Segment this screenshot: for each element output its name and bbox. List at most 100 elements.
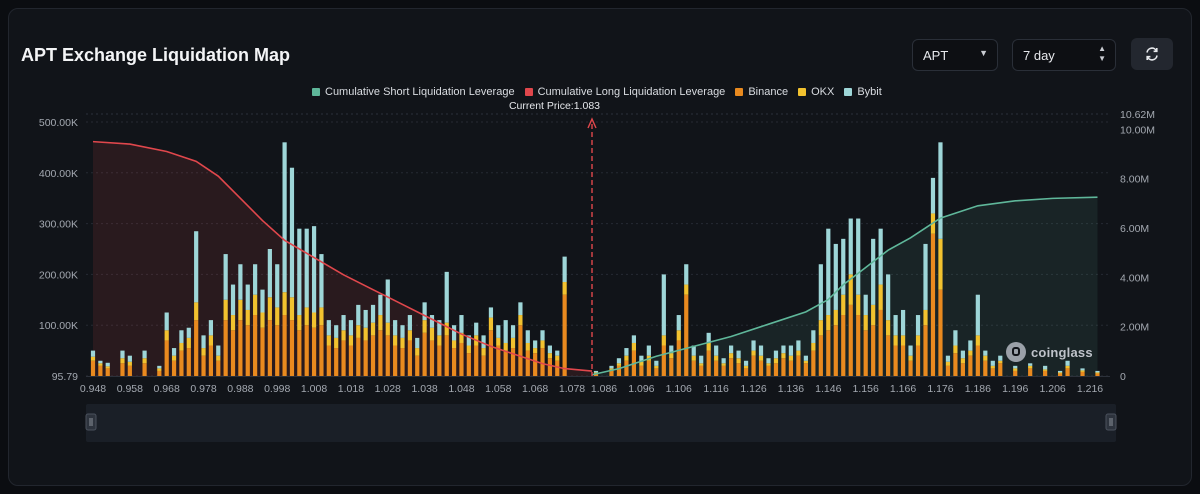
range-slider-handle-left[interactable] xyxy=(85,413,97,431)
bar-okx xyxy=(900,335,906,346)
x-tick-label: 0.978 xyxy=(190,383,216,395)
coinglass-watermark: coinglass xyxy=(1006,342,1093,362)
bar-bybit xyxy=(230,284,236,316)
bar-binance xyxy=(1013,370,1018,376)
legend-item-short[interactable]: Cumulative Short Liquidation Leverage xyxy=(312,86,515,98)
legend-item-bybit[interactable]: Bybit xyxy=(844,86,882,98)
x-tick-label: 1.196 xyxy=(1002,383,1028,395)
bar-bybit xyxy=(127,355,132,362)
bar-bybit xyxy=(201,335,206,349)
legend-item-long[interactable]: Cumulative Long Liquidation Leverage xyxy=(524,86,725,98)
bar-bybit xyxy=(908,345,913,356)
x-tick-label: 1.008 xyxy=(301,383,327,395)
bar-binance xyxy=(669,358,674,376)
bar-bybit xyxy=(863,294,868,316)
bar-okx xyxy=(142,358,147,364)
bar-bybit xyxy=(334,325,339,338)
range-slider-handle-right[interactable] xyxy=(1105,413,1117,431)
bar-binance xyxy=(706,350,711,376)
symbol-select[interactable]: APT ▼ xyxy=(912,39,998,71)
bar-binance xyxy=(676,340,681,376)
bar-okx xyxy=(171,355,177,361)
bar-okx xyxy=(208,335,214,346)
bar-bybit xyxy=(555,350,560,356)
bar-okx xyxy=(319,307,324,326)
bar-binance xyxy=(803,363,808,376)
refresh-button[interactable] xyxy=(1131,38,1173,70)
bar-okx xyxy=(304,307,309,326)
bar-binance xyxy=(216,360,221,376)
bar-binance xyxy=(945,365,951,376)
y-left-tick-label: 400.00K xyxy=(39,168,78,180)
x-tick-label: 1.058 xyxy=(485,383,511,395)
bar-okx xyxy=(1013,368,1018,371)
bar-bybit xyxy=(803,355,808,361)
bar-okx xyxy=(238,299,243,321)
bar-bybit xyxy=(216,345,221,356)
bar-okx xyxy=(422,320,427,333)
bar-okx xyxy=(311,312,317,328)
bar-okx xyxy=(341,330,346,341)
y-right-tick-label: 10.00M xyxy=(1120,124,1155,136)
bar-okx xyxy=(736,358,741,364)
bar-okx xyxy=(593,372,599,374)
bar-bybit xyxy=(616,358,622,364)
bar-okx xyxy=(260,312,265,328)
bar-bybit xyxy=(466,335,471,346)
x-tick-label: 1.086 xyxy=(591,383,617,395)
bar-okx xyxy=(194,302,199,321)
bar-bybit xyxy=(945,355,951,362)
y-left-tick-label: 95.79 xyxy=(52,371,78,383)
bar-okx xyxy=(818,320,823,336)
bar-binance xyxy=(953,353,958,376)
bar-okx xyxy=(164,330,169,341)
bar-binance xyxy=(326,345,331,376)
bar-okx xyxy=(245,309,250,326)
legend-item-binance[interactable]: Binance xyxy=(735,86,788,98)
bar-bybit xyxy=(729,345,734,354)
bar-okx xyxy=(684,284,689,295)
bar-okx xyxy=(348,335,354,346)
bar-okx xyxy=(721,363,726,366)
bar-okx xyxy=(886,320,891,336)
bar-binance xyxy=(788,360,794,376)
bar-bybit xyxy=(474,322,479,336)
bar-bybit xyxy=(871,238,876,305)
bar-bybit xyxy=(923,243,928,310)
bar-okx xyxy=(654,365,659,369)
bar-bybit xyxy=(223,254,228,300)
bar-bybit xyxy=(407,315,412,331)
bar-binance xyxy=(826,330,831,376)
bar-bybit xyxy=(938,142,943,239)
bar-okx xyxy=(998,360,1003,364)
bar-binance xyxy=(616,365,622,376)
bar-bybit xyxy=(245,284,250,310)
range-select[interactable]: 7 day ▲ ▼ xyxy=(1012,39,1116,71)
bar-okx xyxy=(562,282,567,295)
bar-okx xyxy=(661,335,666,346)
bar-bybit xyxy=(260,289,265,313)
bar-okx xyxy=(481,348,486,356)
bar-binance xyxy=(1095,373,1100,376)
bar-bybit xyxy=(282,142,287,293)
bar-binance xyxy=(684,294,689,376)
long-area xyxy=(93,141,592,376)
bar-bybit xyxy=(533,340,538,349)
bar-binance xyxy=(407,340,412,376)
bar-okx xyxy=(555,355,560,361)
bar-binance xyxy=(729,358,734,376)
bar-okx xyxy=(908,355,913,361)
bar-bybit xyxy=(311,226,317,313)
bar-okx xyxy=(714,355,719,361)
bar-bybit xyxy=(547,345,552,354)
bar-bybit xyxy=(736,350,741,359)
bar-binance xyxy=(751,355,756,376)
bar-okx xyxy=(841,294,846,316)
bar-okx xyxy=(1080,370,1085,372)
bar-okx xyxy=(856,294,861,316)
x-tick-label: 0.998 xyxy=(264,383,290,395)
bar-binance xyxy=(886,335,891,376)
bar-binance xyxy=(699,365,704,376)
bar-bybit xyxy=(562,256,567,283)
legend-item-okx[interactable]: OKX xyxy=(798,86,834,98)
